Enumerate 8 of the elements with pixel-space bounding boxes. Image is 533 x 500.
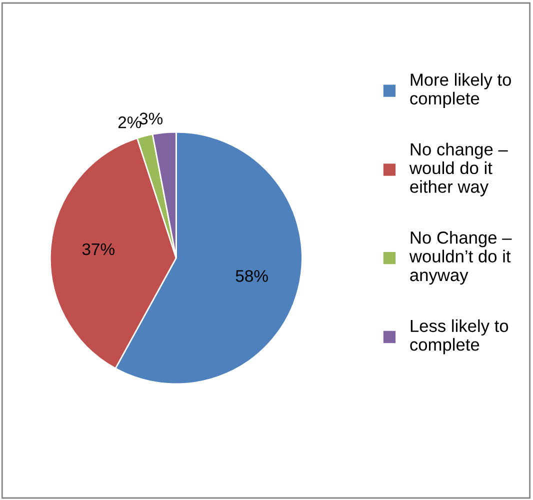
legend-label: No Change – wouldn’t do it anyway — [409, 231, 512, 285]
legend-label: No change – would do it either way — [409, 142, 508, 196]
data-label: 37% — [82, 243, 114, 256]
data-label: 3% — [140, 112, 163, 124]
legend-label: More likely to complete — [410, 73, 511, 108]
legend-label: Less likely to complete — [410, 319, 508, 354]
data-label: 58% — [236, 270, 268, 282]
data-label: 2% — [118, 116, 142, 128]
